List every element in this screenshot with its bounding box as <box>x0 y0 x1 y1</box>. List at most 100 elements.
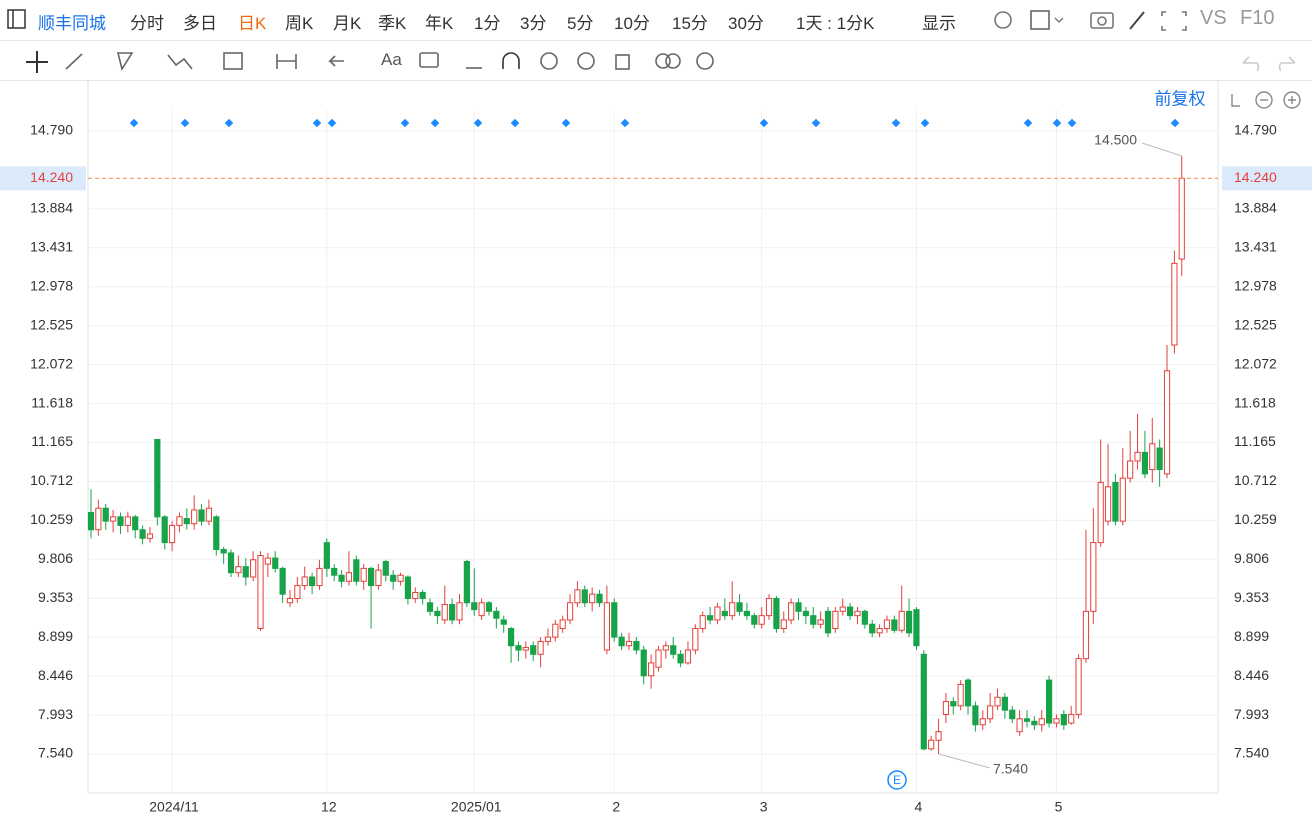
candle-body <box>979 718 986 726</box>
candle-body <box>493 610 500 619</box>
y-tick-label: 8.446 <box>38 667 73 683</box>
shape-tool[interactable] <box>116 52 134 72</box>
period-tab[interactable]: 周K <box>285 14 314 33</box>
candle-body <box>640 649 647 677</box>
candle-body <box>780 619 787 630</box>
candle-body <box>1119 477 1126 522</box>
candle-body <box>434 610 441 617</box>
candle-body <box>309 576 316 587</box>
candle-body <box>426 602 434 612</box>
settings-tool[interactable] <box>696 52 714 70</box>
adjust-menu[interactable]: 前复权 <box>1155 89 1206 108</box>
sync-tool[interactable] <box>540 52 558 70</box>
vs-button[interactable]: VS <box>1200 7 1227 29</box>
line-tool[interactable] <box>65 53 83 70</box>
candle-body <box>699 615 706 630</box>
candle-body <box>1038 718 1045 726</box>
y-tick-label-right: 12.072 <box>1234 355 1277 371</box>
compare-tool-2 <box>665 53 681 69</box>
pen-icon[interactable] <box>1129 11 1145 30</box>
x-tick-label: 2 <box>612 799 620 815</box>
period-tab[interactable]: 3分 <box>520 14 547 33</box>
candle-body <box>132 516 139 531</box>
period-tab[interactable]: 月K <box>333 14 362 33</box>
fullscreen-icon[interactable] <box>1161 11 1187 31</box>
candle-body <box>743 610 751 617</box>
candle-body <box>861 610 868 625</box>
candle-body <box>832 610 839 630</box>
candle-body <box>611 602 618 638</box>
candle-body <box>1023 718 1031 722</box>
candle-body <box>618 636 625 647</box>
candle-body <box>1082 610 1090 660</box>
candle-body <box>235 566 242 574</box>
candle-body <box>1178 177 1185 260</box>
candle-body <box>1156 447 1163 471</box>
candle-body <box>331 567 338 576</box>
event-marker <box>920 118 930 128</box>
period-tab[interactable]: 5分 <box>567 14 594 33</box>
zoom-in[interactable] <box>1283 91 1301 109</box>
candle-body <box>810 615 817 625</box>
candle-body <box>456 602 463 621</box>
f10-button[interactable]: F10 <box>1240 7 1275 29</box>
candle-body <box>301 576 308 587</box>
redo[interactable] <box>1278 56 1296 72</box>
period-tab[interactable]: 日K <box>238 14 267 33</box>
candle-body <box>1171 262 1178 346</box>
period-tab[interactable]: 季K <box>378 14 407 33</box>
compare-tool[interactable] <box>655 53 671 69</box>
period-tab[interactable]: 分时 <box>130 14 164 33</box>
undo[interactable] <box>1242 56 1260 72</box>
settings-icon[interactable] <box>994 11 1012 29</box>
current-price-box-right <box>1222 166 1312 191</box>
period-tab[interactable]: 1分 <box>474 14 501 33</box>
text-tool[interactable]: Aa <box>381 50 402 69</box>
zoom-icons <box>1231 91 1301 109</box>
candle-body <box>367 567 375 587</box>
delete-tool[interactable] <box>615 54 630 70</box>
layout-icon[interactable] <box>1030 10 1050 30</box>
top-toolbar: 顺丰同城 分时 多日 日K 周K 月K 季K 年K 1分 3分 5分 10分 15分 30分 1天 : … <box>0 0 1312 41</box>
candle-body <box>441 603 448 621</box>
wave-tool[interactable] <box>167 54 193 70</box>
note-tool[interactable] <box>419 52 439 68</box>
candle-body <box>397 574 404 582</box>
period-tab[interactable]: 15分 <box>672 14 708 33</box>
period-tab[interactable]: 10分 <box>614 14 650 33</box>
hide-tool[interactable] <box>577 52 595 70</box>
candle-body <box>515 645 522 651</box>
zoom-out[interactable] <box>1255 91 1273 109</box>
period-tab[interactable]: 多日 <box>183 14 217 33</box>
stock-name[interactable]: 顺丰同城 <box>38 14 106 33</box>
candle-body <box>1127 460 1134 479</box>
fib-tool[interactable] <box>223 52 243 70</box>
x-tick-label: 5 <box>1055 799 1063 815</box>
move-tool[interactable] <box>26 51 48 73</box>
min-pointer <box>938 753 991 769</box>
max-pointer <box>1141 142 1182 157</box>
camera-icon[interactable] <box>1090 12 1114 29</box>
candle-body <box>257 554 264 630</box>
candle-body <box>913 609 920 647</box>
candle-body <box>950 701 957 707</box>
event-marker <box>620 118 630 128</box>
display-menu[interactable]: 显示 <box>922 14 956 33</box>
candle-body <box>677 653 684 664</box>
reset-icon[interactable] <box>1231 94 1240 107</box>
period-tab[interactable]: 30分 <box>728 14 764 33</box>
y-tick-label: 7.993 <box>38 706 73 722</box>
arrow-tool[interactable] <box>328 55 344 67</box>
panel-icon[interactable] <box>7 9 27 29</box>
range-select[interactable]: 1天 : 1分K <box>796 14 875 33</box>
candle-body <box>1163 370 1171 475</box>
period-tab[interactable]: 年K <box>425 14 454 33</box>
y-tick-label: 11.618 <box>31 394 73 410</box>
event-marker <box>891 118 901 128</box>
candle-body <box>412 591 419 599</box>
measure-tool[interactable] <box>276 54 297 69</box>
magnet-tool[interactable] <box>502 52 520 69</box>
candle-body <box>154 438 161 518</box>
event-circle-label: E <box>893 773 901 787</box>
y-tick-label-right: 13.884 <box>1234 200 1277 216</box>
